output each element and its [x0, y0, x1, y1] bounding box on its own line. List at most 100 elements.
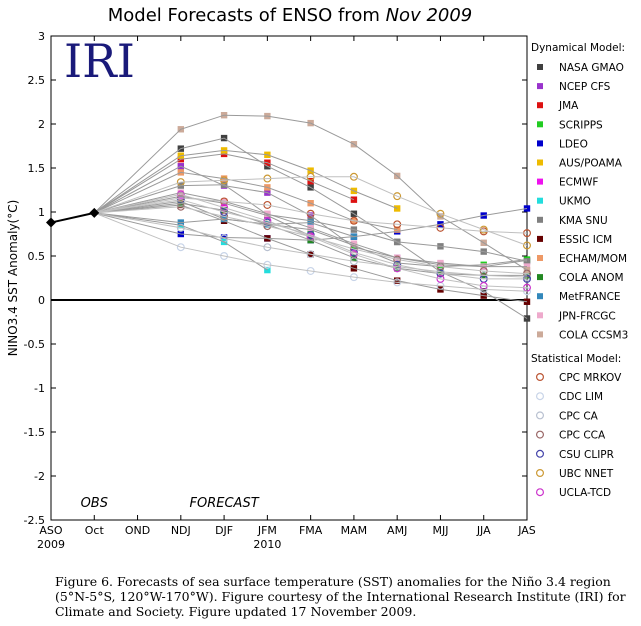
data-point: [220, 252, 229, 261]
series-line: [94, 212, 528, 278]
legend-marker: [535, 392, 544, 401]
legend-label: ECMWF: [559, 177, 598, 189]
legend-marker: [537, 102, 543, 109]
data-point: [393, 192, 402, 201]
legend-marker: [535, 488, 544, 497]
legend-label: UCLA-TCD: [559, 487, 611, 499]
series-line: [94, 208, 528, 241]
legend-marker: [537, 255, 543, 261]
legend-marker: [537, 159, 543, 166]
chart-title-main: Model Forecasts of ENSO from: [108, 5, 386, 26]
x-tick-label: JJA: [476, 524, 491, 537]
section-label: OBS: [81, 496, 108, 511]
legend-label: JPN-FRCGC: [558, 310, 616, 322]
legend-label: CSU CLIPR: [559, 449, 614, 461]
data-point: [220, 212, 229, 221]
x-tick-label: JFM: [257, 524, 277, 537]
series-line: [94, 202, 527, 276]
chart-title-date: Nov 2009: [386, 5, 473, 26]
x-tick-label: Oct: [85, 524, 105, 537]
legend-label: UKMO: [559, 196, 591, 208]
legend-label: LDEO: [559, 138, 588, 150]
section-label: FORECAST: [190, 496, 260, 511]
data-point: [522, 241, 531, 250]
legend-marker: [535, 373, 544, 382]
legend-label: AUS/POAMA: [559, 158, 623, 170]
legend-label: ESSIC ICM: [559, 234, 612, 246]
legend-label: COLA ANOM: [559, 272, 624, 284]
x-tick-label: FMA: [299, 524, 323, 537]
figure-caption: Figure 6. Forecasts of sea surface tempe…: [55, 574, 626, 619]
chart-title: Model Forecasts of ENSO from Nov 2009: [108, 5, 473, 26]
y-tick-label: 0: [38, 294, 45, 307]
series-line: [94, 149, 398, 214]
series-line: [94, 204, 528, 303]
series-line: [94, 176, 528, 246]
data-point: [263, 243, 272, 252]
data-point: [436, 274, 445, 283]
iri-logo: IRI: [64, 34, 135, 88]
y-tick-label: 2.5: [28, 74, 46, 87]
legend-marker: [537, 178, 543, 185]
y-axis-label: NINO3.4 SST Anomaly(°C): [6, 200, 20, 357]
series-line: [94, 153, 355, 214]
x-tick-label: DJF: [215, 524, 233, 537]
series-line: [94, 137, 528, 319]
legend-marker: [535, 449, 544, 458]
legend-label: COLA CCSM3: [559, 329, 628, 341]
legend: Dynamical Model: NASA GMAO NCEP CFS JMA SCRI…: [531, 42, 628, 499]
series-line: [94, 200, 528, 268]
y-tick-label: 1.5: [28, 162, 46, 175]
x-tick-label: MJJ: [432, 524, 448, 537]
observed-point: [89, 207, 100, 218]
y-tick-label: -2.5: [24, 514, 45, 527]
observed-point: [46, 217, 56, 228]
legend-marker: [537, 331, 543, 338]
legend-label: CPC MRKOV: [559, 372, 622, 384]
data-point: [523, 205, 531, 212]
legend-marker: [537, 274, 543, 281]
data-point: [307, 232, 314, 239]
data-point: [220, 208, 229, 217]
data-point: [306, 250, 315, 259]
series-line: [94, 206, 528, 275]
series-line: [94, 195, 311, 237]
data-point: [479, 225, 488, 234]
legend-label: KMA SNU: [559, 215, 608, 227]
legend-label: ECHAM/MOM: [559, 253, 627, 265]
x-tick-label: NDJ: [171, 524, 191, 537]
legend-marker: [535, 469, 544, 478]
legend-label: NASA GMAO: [559, 62, 624, 74]
data-point: [176, 223, 185, 232]
legend-marker: [535, 430, 544, 439]
legend-label: CPC CA: [559, 410, 599, 422]
legend-label: CDC LIM: [559, 391, 603, 403]
legend-label: SCRIPPS: [559, 119, 603, 131]
y-tick-label: -1: [34, 382, 45, 395]
legend-label: JMA: [558, 100, 579, 112]
y-tick-label: 1: [38, 206, 45, 219]
x-tick-label: MAM: [341, 524, 368, 537]
legend-dynamical-title: Dynamical Model:: [531, 42, 625, 54]
legend-marker: [537, 83, 543, 90]
observed-line: [50, 211, 95, 224]
legend-label: UBC NNET: [559, 468, 614, 480]
x-tick-label: AMJ: [387, 524, 407, 537]
legend-marker: [537, 235, 543, 242]
legend-label: CPC CCA: [559, 430, 606, 442]
series-line: [94, 197, 528, 234]
year-label: 2009: [37, 538, 65, 551]
data-point: [220, 203, 229, 212]
series-line: [94, 193, 528, 289]
legend-label: NCEP CFS: [559, 81, 611, 93]
y-tick-label: -2: [34, 470, 45, 483]
x-tick-label: JAS: [517, 524, 536, 537]
series-line: [94, 212, 528, 292]
legend-marker: [537, 293, 543, 300]
series-line: [94, 184, 528, 262]
legend-marker: [537, 121, 543, 128]
x-tick-label: ASO: [39, 524, 63, 537]
series-line: [94, 199, 527, 280]
series-line: [94, 192, 527, 268]
year-label: 2010: [253, 538, 281, 551]
